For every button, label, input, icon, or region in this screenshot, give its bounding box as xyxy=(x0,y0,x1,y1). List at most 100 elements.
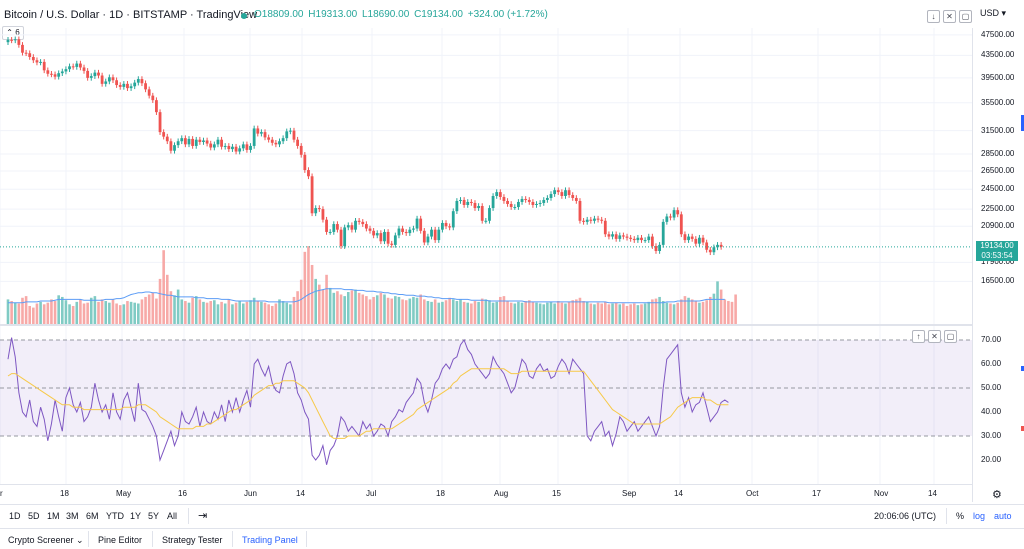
candle-body xyxy=(238,148,242,152)
range-1m[interactable]: 1M xyxy=(47,511,60,521)
volume-bar xyxy=(115,303,118,324)
volume-bar xyxy=(390,298,394,324)
volume-bar xyxy=(690,299,694,324)
percent-toggle[interactable]: % xyxy=(956,511,965,521)
price-axis[interactable]: 47500.00 43500.00 39500.00 35500.00 31500.00… xyxy=(972,28,1024,502)
volume-bar xyxy=(535,302,538,324)
candle-body xyxy=(310,176,314,214)
volume-bar xyxy=(278,299,281,324)
volume-bar xyxy=(520,302,524,324)
range-1d[interactable]: 1D xyxy=(9,511,21,521)
candle-body xyxy=(111,77,115,81)
volume-bar xyxy=(144,296,147,324)
candle-body xyxy=(343,227,347,247)
close-icon[interactable]: ✕ xyxy=(928,330,941,343)
tab-crypto-screener[interactable]: Crypto Screener ⌄ xyxy=(8,535,84,546)
volume-bar xyxy=(556,301,560,324)
tab-trading-panel[interactable]: Trading Panel xyxy=(242,535,298,545)
volume-bar xyxy=(213,300,216,324)
maximize-icon[interactable]: ▢ xyxy=(959,10,972,23)
candle-body xyxy=(488,208,491,221)
volume-bar xyxy=(249,300,252,324)
range-1y[interactable]: 1Y xyxy=(130,511,142,521)
currency-selector[interactable]: USD ▾ xyxy=(980,8,1006,19)
volume-bar xyxy=(734,294,737,324)
close-icon[interactable]: ✕ xyxy=(943,10,956,23)
range-5y[interactable]: 5Y xyxy=(148,511,160,521)
tab-pine-editor[interactable]: Pine Editor xyxy=(98,535,143,545)
candle-body xyxy=(712,247,716,253)
candle-body xyxy=(212,144,216,148)
candle-body xyxy=(205,140,209,144)
arrow-down-icon[interactable]: ↓ xyxy=(927,10,940,23)
volume-bar xyxy=(412,296,415,324)
candle-body xyxy=(31,56,35,61)
pane-separator[interactable] xyxy=(0,324,972,326)
volume-bar xyxy=(165,274,169,324)
volume-bar xyxy=(694,301,698,324)
volume-bar xyxy=(216,304,220,324)
candle-body xyxy=(296,139,299,146)
candle-body xyxy=(589,219,593,221)
close-value: C19134.00 xyxy=(414,9,463,20)
volume-bar xyxy=(180,299,184,324)
volume-bar xyxy=(238,301,241,324)
candle-body xyxy=(556,190,560,193)
time-tick-label: 18 xyxy=(436,489,445,498)
time-tick-label: 14 xyxy=(928,489,937,498)
volume-bar xyxy=(108,302,111,324)
candle-body xyxy=(469,201,473,203)
candle-body xyxy=(104,81,108,84)
log-toggle[interactable]: log xyxy=(973,511,986,521)
settings-gear-icon[interactable]: ⚙ xyxy=(992,489,1002,501)
candle-body xyxy=(24,52,28,54)
right-edge-markers xyxy=(1020,28,1024,502)
divider xyxy=(306,531,307,547)
volume-bar xyxy=(640,304,643,324)
candle-body xyxy=(401,228,404,232)
symbol-title[interactable]: Bitcoin / U.S. Dollar · 1D · BITSTAMP · … xyxy=(4,9,258,21)
range-ytd[interactable]: YTD xyxy=(106,511,124,521)
volume-bar xyxy=(647,301,651,324)
volume-bar xyxy=(100,299,104,324)
range-6m[interactable]: 6M xyxy=(86,511,99,521)
time-tick-label: Jul xyxy=(366,489,377,498)
volume-bar xyxy=(719,289,723,324)
candle-body xyxy=(328,231,332,233)
volume-bar xyxy=(575,299,578,324)
low-value: L18690.00 xyxy=(362,9,410,20)
candle-body xyxy=(133,82,137,87)
candle-body xyxy=(643,240,647,242)
time-tick-label: 17 xyxy=(812,489,821,498)
volume-bar xyxy=(661,301,665,324)
candle-body xyxy=(545,197,549,200)
range-5d[interactable]: 5D xyxy=(28,511,40,521)
auto-toggle[interactable]: auto xyxy=(994,511,1012,521)
chart-area[interactable] xyxy=(0,28,972,484)
volume-bar xyxy=(448,297,451,324)
maximize-icon[interactable]: ▢ xyxy=(944,330,957,343)
candle-body xyxy=(390,243,394,245)
volume-bar xyxy=(46,302,50,324)
volume-bar xyxy=(571,300,575,324)
candle-body xyxy=(397,228,401,236)
volume-bar xyxy=(68,304,71,324)
candle-body xyxy=(231,146,234,150)
tab-strategy-tester[interactable]: Strategy Tester xyxy=(162,535,223,545)
time-tick-label: May xyxy=(116,489,132,498)
arrow-up-icon[interactable]: ↑ xyxy=(912,330,925,343)
candle-body xyxy=(632,238,636,241)
indicators-toggle[interactable]: ⌃ 6 xyxy=(2,26,24,40)
candle-body xyxy=(669,216,672,218)
candle-body xyxy=(527,199,531,202)
range-all[interactable]: All xyxy=(167,511,178,521)
volume-bar xyxy=(527,300,531,324)
candle-body xyxy=(252,128,256,146)
go-to-date-icon[interactable]: ⇥ xyxy=(198,510,208,522)
volume-bar xyxy=(589,303,593,324)
range-3m[interactable]: 3M xyxy=(66,511,79,521)
candle-body xyxy=(506,200,509,204)
time-axis[interactable]: r 18 May 16 Jun 14 Jul 18 Aug 15 Sep 14 Oct 17 Nov 14 xyxy=(0,484,972,503)
volume-bar xyxy=(658,296,661,324)
utc-clock[interactable]: 20:06:06 (UTC) xyxy=(874,511,937,521)
